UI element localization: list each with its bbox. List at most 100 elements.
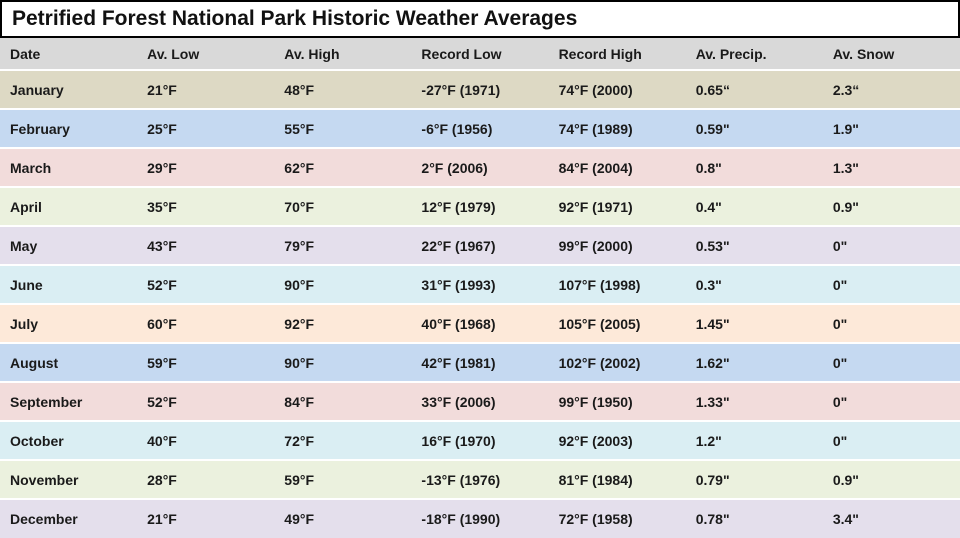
table-row: March 29°F 62°F 2°F (2006) 84°F (2004) 0.8" 1.… (0, 148, 960, 187)
value-cell: 0" (832, 237, 848, 254)
value-cell: 59°F (147, 354, 177, 371)
value-cell: 1.45" (695, 315, 730, 332)
month-cell: March (10, 159, 52, 176)
value-cell: 62°F (284, 159, 315, 176)
table-row: June 52°F 90°F 31°F (1993) 107°F (1998) 0.3" 0… (0, 265, 960, 304)
value-cell: 84°F (284, 393, 315, 410)
value-cell: 40°F (1968) (421, 315, 496, 332)
value-cell: 28°F (147, 471, 177, 488)
month-cell: April (10, 198, 42, 215)
column-header: Av. High (284, 45, 340, 62)
value-cell: 3.4" (832, 511, 859, 527)
month-cell: February (10, 120, 70, 137)
value-cell: 33°F (2006) (421, 393, 496, 410)
value-cell: 1.62" (695, 354, 730, 371)
value-cell: 55°F (284, 120, 315, 137)
value-cell: 35°F (147, 198, 177, 215)
value-cell: 105°F (2005) (558, 315, 641, 332)
table-row: April 35°F 70°F 12°F (1979) 92°F (1971) 0.4" 0… (0, 187, 960, 226)
table-header: Date Av. Low Av. High Record Low Record High… (0, 38, 960, 70)
value-cell: 1.33" (695, 393, 730, 410)
column-header: Av. Snow (832, 45, 895, 62)
table-row: May 43°F 79°F 22°F (1967) 99°F (2000) 0.53" 0" (0, 226, 960, 265)
column-header: Av. Low (147, 45, 200, 62)
value-cell: 99°F (1950) (558, 393, 633, 410)
value-cell: 52°F (147, 393, 177, 410)
header-row: Date Av. Low Av. High Record Low Record High… (0, 38, 960, 70)
month-cell: June (10, 276, 43, 293)
column-header: Record High (558, 45, 642, 62)
value-cell: 1.3" (832, 159, 859, 176)
value-cell: 0" (832, 315, 848, 332)
value-cell: 81°F (1984) (558, 471, 633, 488)
month-cell: October (10, 432, 64, 449)
value-cell: 0.9" (832, 198, 859, 215)
value-cell: 0" (832, 393, 848, 410)
value-cell: -6°F (1956) (421, 120, 493, 137)
value-cell: 31°F (1993) (421, 276, 496, 293)
value-cell: 92°F (284, 315, 315, 332)
value-cell: 0" (832, 276, 848, 293)
table-row: July 60°F 92°F 40°F (1968) 105°F (2005) 1.45"… (0, 304, 960, 343)
column-header: Date (10, 45, 41, 62)
value-cell: 1.9" (832, 120, 859, 137)
value-cell: 59°F (284, 471, 315, 488)
value-cell: 0.78" (695, 511, 730, 527)
table-row: February 25°F 55°F -6°F (1956) 74°F (1989) 0.… (0, 109, 960, 148)
value-cell: 107°F (1998) (558, 276, 641, 293)
table-title: Petrified Forest National Park Historic … (0, 0, 960, 38)
table-row: December 21°F 49°F -18°F (1990) 72°F (1958) 0… (0, 499, 960, 538)
value-cell: 48°F (284, 81, 315, 98)
value-cell: 42°F (1981) (421, 354, 496, 371)
value-cell: 52°F (147, 276, 177, 293)
value-cell: 90°F (284, 276, 315, 293)
weather-table: Date Av. Low Av. High Record Low Record High… (0, 38, 960, 538)
value-cell: 0.3" (695, 276, 722, 293)
value-cell: 72°F (284, 432, 315, 449)
table-row: August 59°F 90°F 42°F (1981) 102°F (2002) 1.6… (0, 343, 960, 382)
value-cell: 72°F (1958) (558, 511, 633, 527)
month-cell: August (10, 354, 59, 371)
month-cell: January (10, 81, 64, 98)
value-cell: 90°F (284, 354, 315, 371)
table-row: November 28°F 59°F -13°F (1976) 81°F (1984) 0… (0, 460, 960, 499)
value-cell: 0.53" (695, 237, 730, 254)
value-cell: 74°F (2000) (558, 81, 633, 98)
value-cell: 22°F (1967) (421, 237, 496, 254)
value-cell: 43°F (147, 237, 177, 254)
column-header: Record Low (421, 45, 502, 62)
month-cell: May (10, 237, 38, 254)
value-cell: -18°F (1990) (421, 511, 501, 527)
value-cell: 84°F (2004) (558, 159, 633, 176)
value-cell: 2°F (2006) (421, 159, 488, 176)
value-cell: 40°F (147, 432, 177, 449)
value-cell: 92°F (2003) (558, 432, 633, 449)
value-cell: 16°F (1970) (421, 432, 496, 449)
value-cell: 25°F (147, 120, 177, 137)
value-cell: 1.2" (695, 432, 722, 449)
value-cell: 60°F (147, 315, 177, 332)
value-cell: 0.65“ (695, 81, 730, 98)
column-header: Av. Precip. (695, 45, 767, 62)
table-row: September 52°F 84°F 33°F (2006) 99°F (1950) 1… (0, 382, 960, 421)
value-cell: 0.79" (695, 471, 730, 488)
value-cell: 99°F (2000) (558, 237, 633, 254)
value-cell: 29°F (147, 159, 177, 176)
value-cell: 92°F (1971) (558, 198, 633, 215)
table-row: January 21°F 48°F -27°F (1971) 74°F (2000) 0.… (0, 70, 960, 109)
month-cell: November (10, 471, 79, 488)
value-cell: 12°F (1979) (421, 198, 496, 215)
value-cell: 0.9" (832, 471, 859, 488)
value-cell: -27°F (1971) (421, 81, 501, 98)
value-cell: 21°F (147, 81, 177, 98)
value-cell: 70°F (284, 198, 315, 215)
value-cell: 21°F (147, 511, 177, 527)
month-cell: July (10, 315, 39, 332)
value-cell: -13°F (1976) (421, 471, 501, 488)
value-cell: 0" (832, 354, 848, 371)
value-cell: 0.8" (695, 159, 722, 176)
value-cell: 74°F (1989) (558, 120, 633, 137)
table-row: October 40°F 72°F 16°F (1970) 92°F (2003) 1.2… (0, 421, 960, 460)
month-cell: September (10, 393, 83, 410)
